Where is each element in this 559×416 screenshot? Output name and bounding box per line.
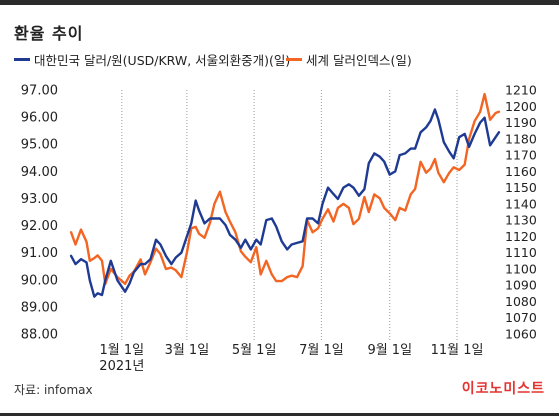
right-axis-tick-label: 1190 — [505, 115, 537, 130]
right-axis-tick-label: 1120 — [505, 229, 537, 244]
legend-swatch-usdkrw — [14, 58, 30, 61]
legend: 대한민국 달러/원(USD/KRW, 서울외환중개)(일) 세계 달러인덱스(일… — [14, 50, 549, 68]
right-axis-tick-label: 1180 — [505, 131, 537, 146]
right-axis-tick-label: 1060 — [505, 327, 537, 342]
top-rule — [0, 0, 559, 5]
right-axis-tick-label: 1200 — [505, 99, 537, 114]
source-note: 자료: infomax — [14, 383, 93, 397]
left-axis-tick-label: 89.00 — [21, 300, 58, 315]
left-axis-tick-label: 92.00 — [21, 219, 58, 234]
left-axis-tick-label: 94.00 — [21, 165, 58, 180]
right-axis-tick-label: 1210 — [505, 83, 537, 98]
x-tick-label: 9월 1일 — [367, 343, 412, 358]
left-axis-tick-label: 93.00 — [21, 192, 58, 207]
right-axis-tick-label: 1130 — [505, 213, 537, 228]
series-line-usdkrw — [69, 108, 501, 298]
x-tick-label: 7월 1일 — [299, 343, 344, 358]
right-axis-tick-label: 1080 — [505, 294, 537, 309]
right-axis-tick-label: 1150 — [505, 180, 537, 195]
right-axis-tick-label: 1110 — [505, 245, 537, 260]
x-tick-label: 3월 1일 — [165, 343, 210, 358]
legend-label-usdkrw: 대한민국 달러/원(USD/KRW, 서울외환중개)(일) — [34, 53, 291, 68]
right-axis-tick-label: 1160 — [505, 164, 537, 179]
left-axis-tick-label: 91.00 — [21, 246, 58, 261]
x-gridlines — [121, 90, 458, 340]
x-tick-label: 1월 1일 — [100, 343, 145, 358]
left-axis-tick-label: 96.00 — [21, 111, 58, 126]
right-axis-tick-label: 1170 — [505, 148, 537, 163]
series-lines — [69, 92, 501, 298]
left-axis-tick-label: 88.00 — [21, 328, 58, 343]
left-axis-tick-label: 95.00 — [21, 138, 58, 153]
series-line-dollar-index — [69, 92, 501, 285]
x-tick-label: 5월 1일 — [232, 343, 277, 358]
legend-item-dollar-index: 세계 달러인덱스(일) — [286, 50, 412, 69]
right-axis-tick-label: 1100 — [505, 261, 537, 276]
legend-label-dollar-index: 세계 달러인덱스(일) — [306, 53, 412, 68]
bottom-rule — [0, 413, 559, 416]
right-axis-tick-label: 1090 — [505, 278, 537, 293]
legend-item-usdkrw: 대한민국 달러/원(USD/KRW, 서울외환중개)(일) — [14, 50, 290, 69]
legend-swatch-dollar-index — [286, 58, 302, 61]
chart-title: 환율 추이 — [14, 24, 84, 43]
left-axis-tick-label: 90.00 — [21, 273, 58, 288]
right-axis-tick-label: 1070 — [505, 310, 537, 325]
right-axis-tick-label: 1140 — [505, 196, 537, 211]
x-tick-label: 11월 1일 — [431, 343, 484, 358]
left-axis: 88.00 89.00 90.00 91.00 92.00 93.00 94.00 95.00… — [21, 84, 58, 343]
x-tick-sublabel: 2021년 — [99, 359, 144, 374]
brand-logo: 이코노미스트 — [461, 381, 545, 397]
left-axis-tick-label: 97.00 — [21, 84, 58, 99]
